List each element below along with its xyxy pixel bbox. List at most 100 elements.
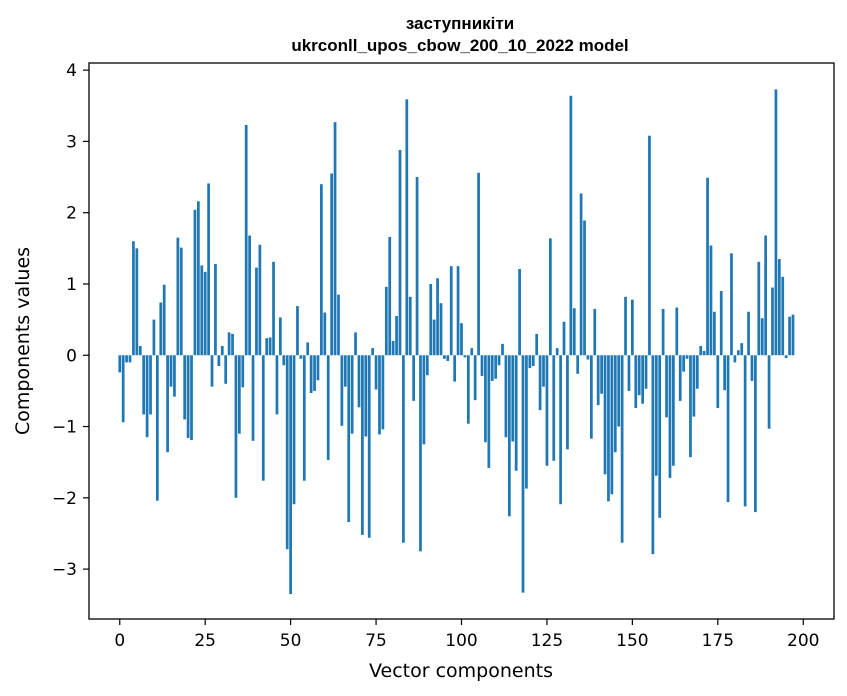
bar [118, 355, 122, 373]
bar [190, 355, 193, 441]
bar [282, 355, 286, 366]
bar [142, 355, 146, 415]
bar [186, 355, 190, 438]
bar [528, 355, 532, 369]
bar [152, 319, 156, 356]
bar [521, 355, 525, 593]
bar [562, 321, 566, 356]
x-tick-label: 150 [616, 631, 648, 651]
bar [313, 355, 316, 391]
y-tick-label: 2 [66, 204, 77, 224]
y-axis-ticks: −3 −2 −1 0 1 2 3 4 [52, 61, 89, 580]
bar [610, 355, 614, 495]
bar [179, 247, 183, 356]
bar [125, 355, 128, 363]
bar [494, 355, 498, 379]
bar [285, 355, 289, 550]
bar [155, 355, 159, 501]
bar [299, 355, 303, 359]
bar [436, 278, 439, 356]
bar [480, 355, 484, 376]
y-tick-label: 1 [66, 275, 77, 295]
x-tick-label: 200 [787, 631, 819, 651]
chart-title: заступникіти [406, 14, 514, 33]
bar [538, 355, 542, 411]
bar [275, 355, 279, 415]
bar [586, 355, 590, 360]
bar [730, 253, 733, 356]
bar [514, 355, 518, 471]
bar [754, 355, 757, 513]
bar [590, 355, 593, 439]
bar [566, 355, 569, 450]
bar [145, 355, 149, 438]
bar [692, 355, 696, 417]
bar [357, 355, 361, 408]
bar [361, 355, 364, 535]
bar [497, 355, 501, 366]
y-tick-label: 4 [66, 61, 77, 81]
bar [162, 284, 166, 356]
bar [425, 355, 429, 376]
bar [238, 355, 241, 434]
bar [507, 355, 511, 517]
plot-frame [88, 62, 835, 620]
bar [391, 341, 395, 356]
bar [306, 342, 310, 356]
bar [121, 355, 125, 423]
bar [736, 350, 740, 356]
bar [173, 355, 176, 397]
bar [668, 355, 672, 478]
bar [309, 355, 313, 394]
bar [764, 235, 768, 356]
x-tick-label: 50 [280, 631, 302, 651]
bar [685, 355, 689, 359]
bar [678, 355, 682, 401]
bar [456, 266, 460, 356]
bar [408, 296, 412, 356]
bar [733, 355, 737, 363]
bar [542, 355, 545, 387]
bar [231, 333, 234, 356]
x-tick-label: 75 [365, 631, 387, 651]
bar [665, 355, 668, 418]
bar [518, 269, 521, 356]
bar [620, 355, 624, 543]
bar [723, 355, 727, 391]
y-tick-label: −3 [52, 560, 77, 580]
bar [343, 355, 347, 387]
bar [419, 355, 422, 552]
bar [627, 355, 631, 391]
bar [644, 355, 648, 389]
y-axis-label: Components values [12, 247, 34, 435]
bar [484, 355, 487, 443]
bar [658, 355, 662, 518]
bar [740, 343, 744, 356]
x-tick-label: 0 [114, 631, 125, 651]
bar [466, 355, 470, 424]
bar [781, 276, 785, 356]
bar [637, 355, 641, 396]
bar [371, 348, 375, 356]
bar [340, 355, 344, 426]
bar [747, 311, 750, 356]
bar [241, 355, 245, 388]
bar [251, 355, 255, 441]
bar [224, 355, 228, 384]
x-tick-label: 175 [702, 631, 734, 651]
bar [504, 355, 508, 438]
bar [289, 355, 292, 595]
bar-series [118, 89, 795, 595]
bar [709, 245, 713, 356]
bar [405, 99, 409, 356]
bar [302, 355, 306, 481]
bar [183, 355, 187, 420]
bar [203, 271, 207, 356]
bar [791, 314, 795, 356]
bar [132, 241, 135, 356]
bar [316, 355, 320, 381]
bar [268, 337, 272, 356]
bar [593, 308, 597, 356]
x-tick-label: 125 [531, 631, 563, 651]
bar [487, 355, 491, 468]
